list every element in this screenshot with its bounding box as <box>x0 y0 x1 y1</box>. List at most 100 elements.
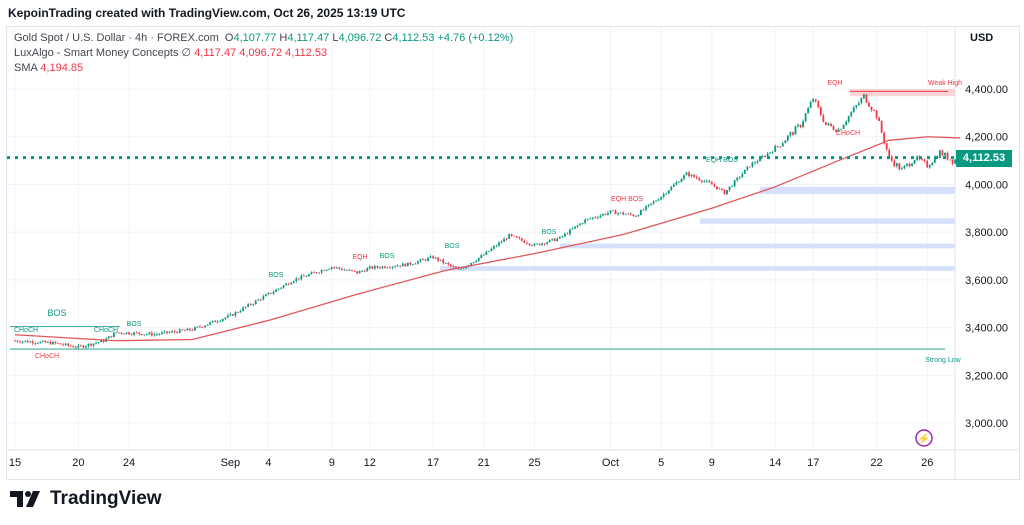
tradingview-logo[interactable]: TradingView <box>10 488 162 510</box>
candle-body <box>135 332 138 334</box>
candle-body <box>325 269 328 271</box>
candle-body <box>178 329 181 333</box>
candle-body <box>634 215 637 217</box>
y-tick-label: 3,200.00 <box>965 370 1008 382</box>
candle-body <box>754 162 756 164</box>
candle-body <box>710 182 713 185</box>
candle-body <box>576 225 579 227</box>
candle-body <box>305 276 308 277</box>
candle-body <box>766 153 769 157</box>
candle-body <box>444 262 447 264</box>
candle-body <box>741 173 744 178</box>
x-tick-label: Oct <box>602 457 619 469</box>
candle-body <box>47 341 49 343</box>
candle-body <box>414 263 417 265</box>
candle-body <box>125 332 128 334</box>
candle-body <box>194 327 196 331</box>
sma-name[interactable]: SMA <box>14 62 38 74</box>
x-tick-label: 25 <box>528 457 540 469</box>
candle-body <box>79 345 82 347</box>
change-value: +4.76 (+0.12%) <box>437 32 514 44</box>
candle-body <box>290 282 293 285</box>
candle-body <box>799 124 802 128</box>
candle-body <box>275 289 277 292</box>
candle-body <box>386 267 389 269</box>
candle-body <box>721 188 723 190</box>
candle-body <box>102 340 105 342</box>
candle-body <box>954 159 957 164</box>
candle-body <box>926 161 929 168</box>
candle-body <box>525 242 528 244</box>
candle-body <box>320 270 323 273</box>
candle-body <box>166 331 168 333</box>
candle-body <box>533 243 536 246</box>
candle-body <box>348 269 351 271</box>
candle-body <box>100 340 103 343</box>
candle-body <box>249 304 252 305</box>
candle-body <box>579 223 581 226</box>
candle-body <box>531 245 533 246</box>
candle-body <box>343 269 346 271</box>
smc-label: EQH <box>827 80 842 87</box>
smc-label: Strong Low <box>925 357 961 364</box>
candle-body <box>417 261 419 264</box>
candle-body <box>515 236 518 238</box>
candle-body <box>57 343 59 344</box>
candle-body <box>404 263 407 267</box>
candle-body <box>558 236 561 239</box>
candle-body <box>571 228 574 230</box>
hidden-icon[interactable]: ∅ <box>181 47 192 59</box>
candle-body <box>781 143 784 147</box>
smc-label: BOS <box>127 321 142 328</box>
candle-body <box>746 166 749 170</box>
y-tick-label: 4,400.00 <box>965 84 1008 96</box>
candle-body <box>54 341 57 344</box>
candle-body <box>503 238 505 242</box>
candle-body <box>632 214 635 216</box>
candle-body <box>599 215 602 218</box>
candle-body <box>277 288 280 290</box>
candle-body <box>150 332 153 336</box>
candle-body <box>660 196 663 200</box>
candle-body <box>199 326 201 328</box>
candle-body <box>462 268 465 270</box>
candle-body <box>490 248 493 252</box>
indicator-value: 4,096.72 <box>239 47 283 59</box>
smc-label: CHoCH <box>836 130 860 137</box>
candle-body <box>759 157 761 162</box>
candle-body <box>399 265 402 267</box>
zone-demand <box>700 218 955 224</box>
candle-body <box>500 241 503 243</box>
currency-label[interactable]: USD <box>970 32 994 44</box>
candle-body <box>596 217 599 219</box>
candle-body <box>609 210 612 213</box>
zone-demand <box>760 186 955 194</box>
candle-body <box>148 332 151 335</box>
candle-body <box>883 132 886 144</box>
candle-body <box>913 160 916 164</box>
candle-body <box>297 278 300 280</box>
high-value: 4,117.47 <box>287 32 330 44</box>
smc-label: BOS <box>269 272 284 279</box>
candle-body <box>566 233 569 235</box>
indicator-name[interactable]: LuxAlgo - Smart Money Concepts <box>14 47 179 59</box>
candle-body <box>244 306 247 308</box>
candle-body <box>211 320 214 323</box>
candle-body <box>824 121 827 125</box>
candle-body <box>523 240 526 243</box>
candle-body <box>270 292 272 294</box>
sma-line <box>14 136 961 342</box>
candle-body <box>475 260 478 263</box>
symbol-name[interactable]: Gold Spot / U.S. Dollar · 4h · FOREX.com <box>14 32 219 44</box>
candle-body <box>880 120 883 133</box>
candle-body <box>133 332 135 335</box>
low-label: L <box>332 32 339 44</box>
candle-body <box>224 317 227 319</box>
candle-body <box>19 341 21 343</box>
candle-body <box>703 181 706 183</box>
candle-body <box>120 332 123 334</box>
candle-body <box>870 106 873 111</box>
candle-body <box>26 340 29 343</box>
candle-body <box>591 217 594 219</box>
